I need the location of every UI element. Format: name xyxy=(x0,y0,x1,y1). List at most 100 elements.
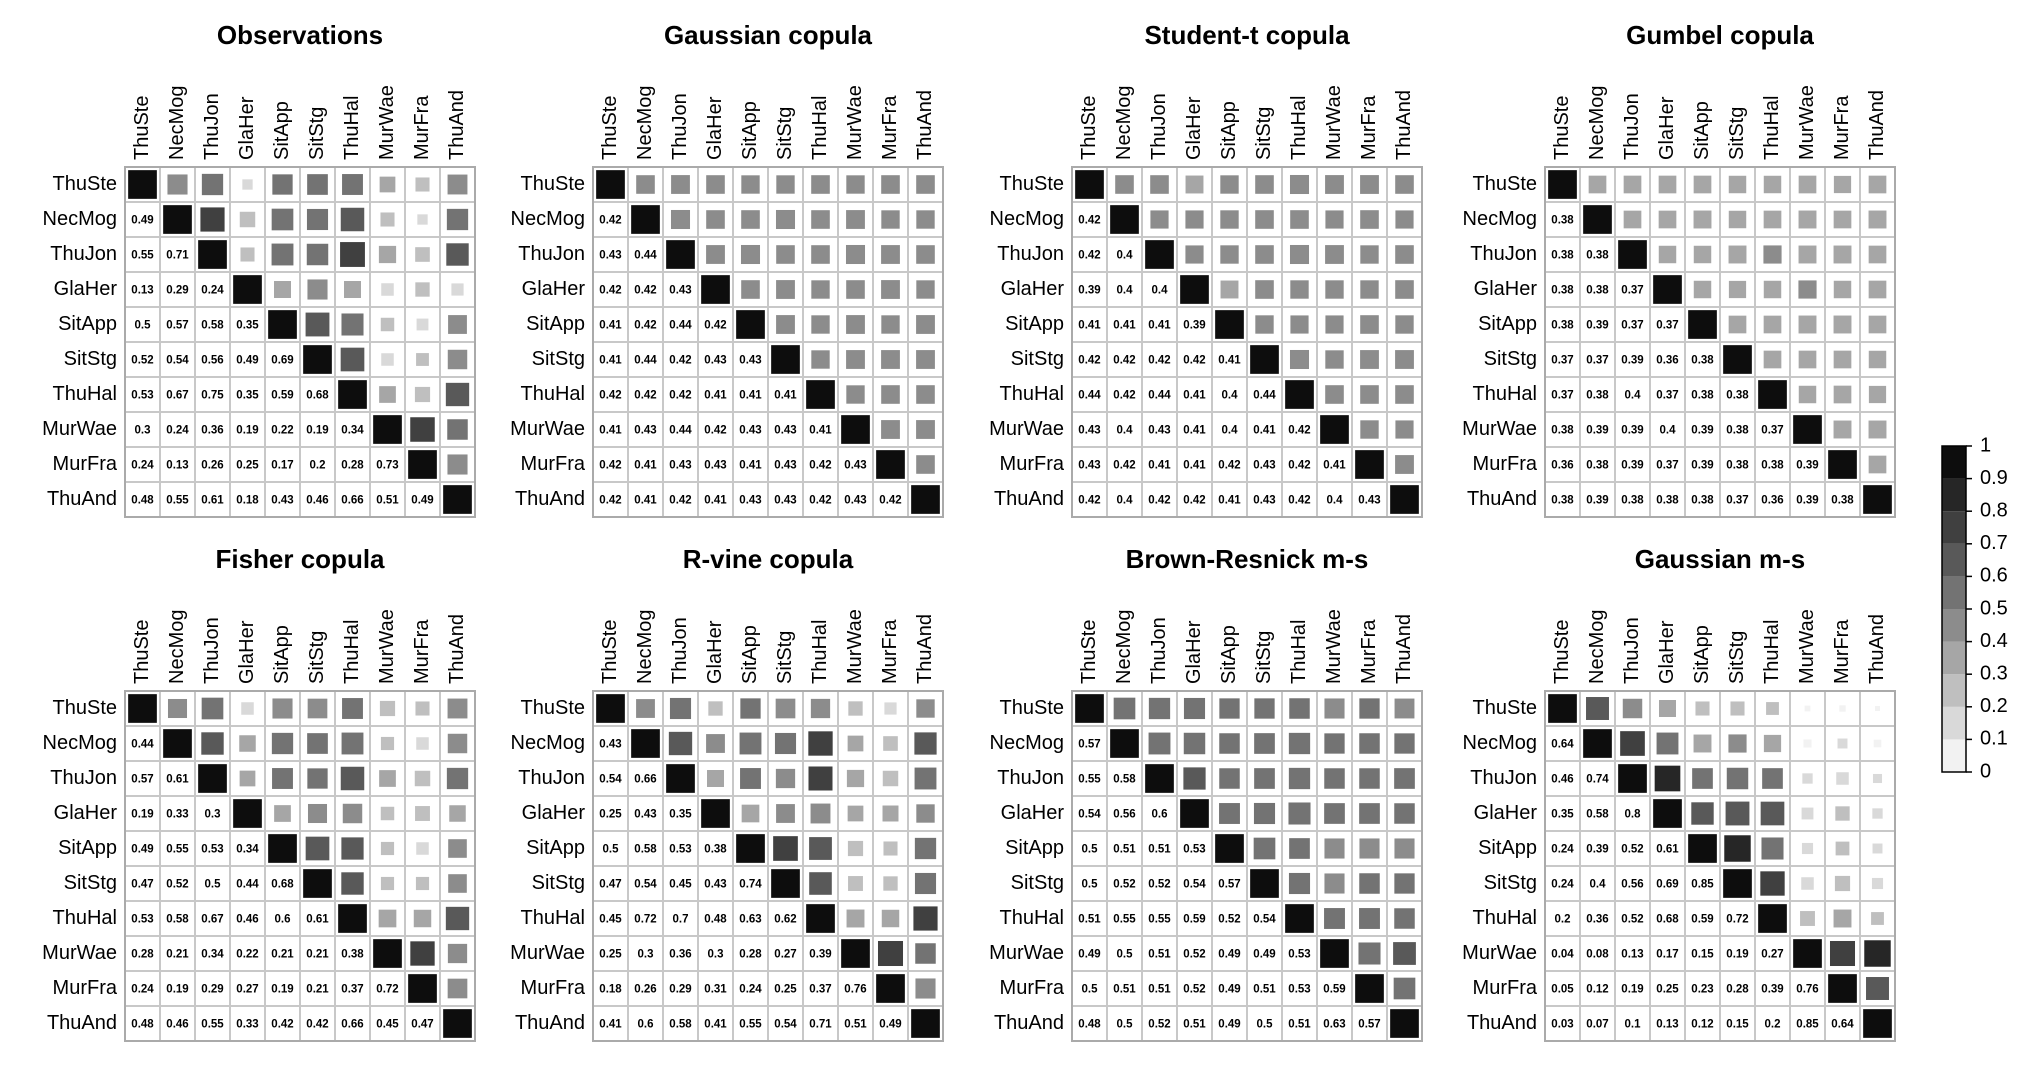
correlation-value: 0.43 xyxy=(1078,425,1100,437)
correlation-square xyxy=(447,454,468,475)
cell xyxy=(229,341,266,378)
cell xyxy=(872,481,909,518)
correlation-square xyxy=(1395,350,1414,369)
correlation-value: 0.25 xyxy=(236,460,259,472)
correlation-square xyxy=(809,837,832,860)
correlation-square xyxy=(1324,698,1345,719)
correlation-square xyxy=(916,420,935,439)
correlation-square xyxy=(876,450,905,479)
column-label: ThuAnd xyxy=(1393,614,1415,684)
column-label: ThuHal xyxy=(1761,620,1783,684)
correlation-square xyxy=(415,876,430,891)
correlation-square xyxy=(378,245,397,264)
correlation-value: 0.43 xyxy=(704,879,726,891)
cell xyxy=(1649,970,1686,1007)
correlation-square xyxy=(446,243,469,266)
correlation-square xyxy=(1758,380,1787,409)
correlation-value: 0.49 xyxy=(879,1019,901,1031)
correlation-value: 0.39 xyxy=(1761,984,1783,996)
correlation-value: 0.38 xyxy=(1586,390,1609,402)
row-label: GlaHer xyxy=(1474,278,1538,300)
correlation-square xyxy=(445,906,470,931)
column-label: SitStg xyxy=(1253,631,1275,684)
correlation-square xyxy=(1148,697,1171,720)
correlation-value: 0.42 xyxy=(1078,250,1100,262)
correlation-square xyxy=(448,839,467,858)
correlation-square xyxy=(811,175,830,194)
correlation-square xyxy=(916,245,935,264)
correlation-square xyxy=(1798,385,1817,404)
correlation-value: 0.41 xyxy=(599,320,622,332)
correlation-square xyxy=(1864,940,1891,967)
colorbar-tick-label: 0.6 xyxy=(1980,565,2008,587)
cell xyxy=(627,446,664,483)
correlation-value: 0.25 xyxy=(599,809,622,821)
correlation-value: 0.41 xyxy=(1218,355,1241,367)
correlation-value: 0.49 xyxy=(236,355,258,367)
cell xyxy=(1246,725,1283,762)
correlation-square xyxy=(883,841,898,856)
column-label: MurWae xyxy=(1796,85,1818,160)
correlation-square xyxy=(1762,768,1783,789)
correlation-value: 0.19 xyxy=(271,984,293,996)
cell xyxy=(907,306,944,343)
correlation-value: 0.27 xyxy=(236,984,258,996)
cell xyxy=(592,376,629,413)
cell xyxy=(1579,935,1616,972)
correlation-square xyxy=(1360,210,1379,229)
correlation-square xyxy=(1393,942,1416,965)
cell xyxy=(1281,1005,1318,1042)
panel-title: Gumbel copula xyxy=(1626,20,1814,50)
correlation-square xyxy=(307,768,328,789)
cell xyxy=(1579,970,1616,1007)
correlation-value: 0.38 xyxy=(1621,495,1644,507)
correlation-square xyxy=(911,485,940,514)
correlation-square xyxy=(1359,733,1380,754)
correlation-value: 0.55 xyxy=(166,495,189,507)
column-label: SitStg xyxy=(1253,107,1275,160)
cell xyxy=(1106,900,1143,937)
colorbar-band xyxy=(1942,511,1966,544)
correlation-value: 0.68 xyxy=(1656,914,1679,926)
correlation-square xyxy=(1325,350,1344,369)
correlation-square xyxy=(1254,698,1275,719)
row-label: MurWae xyxy=(42,942,117,964)
correlation-square xyxy=(344,281,361,298)
colorbar-tick-label: 0.4 xyxy=(1980,630,2008,652)
correlation-value: 0.38 xyxy=(1551,215,1574,227)
correlation-square xyxy=(447,978,468,999)
correlation-value: 0.58 xyxy=(669,1019,692,1031)
cell xyxy=(404,1005,441,1042)
correlation-square xyxy=(1763,210,1782,229)
cell xyxy=(732,411,769,448)
correlation-square xyxy=(1360,385,1379,404)
cell xyxy=(1141,795,1178,832)
cell xyxy=(1106,830,1143,867)
colorbar-tick-label: 0 xyxy=(1980,760,1991,782)
correlation-square xyxy=(1658,175,1677,194)
correlation-value: 0.53 xyxy=(131,390,153,402)
cell xyxy=(159,830,196,867)
correlation-value: 0.55 xyxy=(166,844,189,856)
correlation-value: 0.38 xyxy=(1586,250,1609,262)
correlation-square xyxy=(881,210,900,229)
correlation-square xyxy=(271,243,294,266)
correlation-square xyxy=(848,876,863,891)
cell xyxy=(194,1005,231,1042)
correlation-square xyxy=(1288,802,1311,825)
correlation-value: 0.38 xyxy=(1691,355,1714,367)
correlation-square xyxy=(201,732,224,755)
colorbar-tick-label: 0.7 xyxy=(1980,532,2008,554)
correlation-value: 0.67 xyxy=(166,390,188,402)
correlation-square xyxy=(1793,415,1822,444)
correlation-value: 0.38 xyxy=(1726,390,1749,402)
column-label: ThuJon xyxy=(1148,617,1170,684)
correlation-value: 0.33 xyxy=(166,809,188,821)
row-label: SitStg xyxy=(1484,348,1537,370)
correlation-square xyxy=(379,176,396,193)
correlation-square xyxy=(1800,911,1815,926)
correlation-value: 0.39 xyxy=(1621,425,1643,437)
correlation-value: 0.49 xyxy=(131,215,153,227)
correlation-square xyxy=(1395,385,1414,404)
column-label: ThuHal xyxy=(1761,96,1783,160)
